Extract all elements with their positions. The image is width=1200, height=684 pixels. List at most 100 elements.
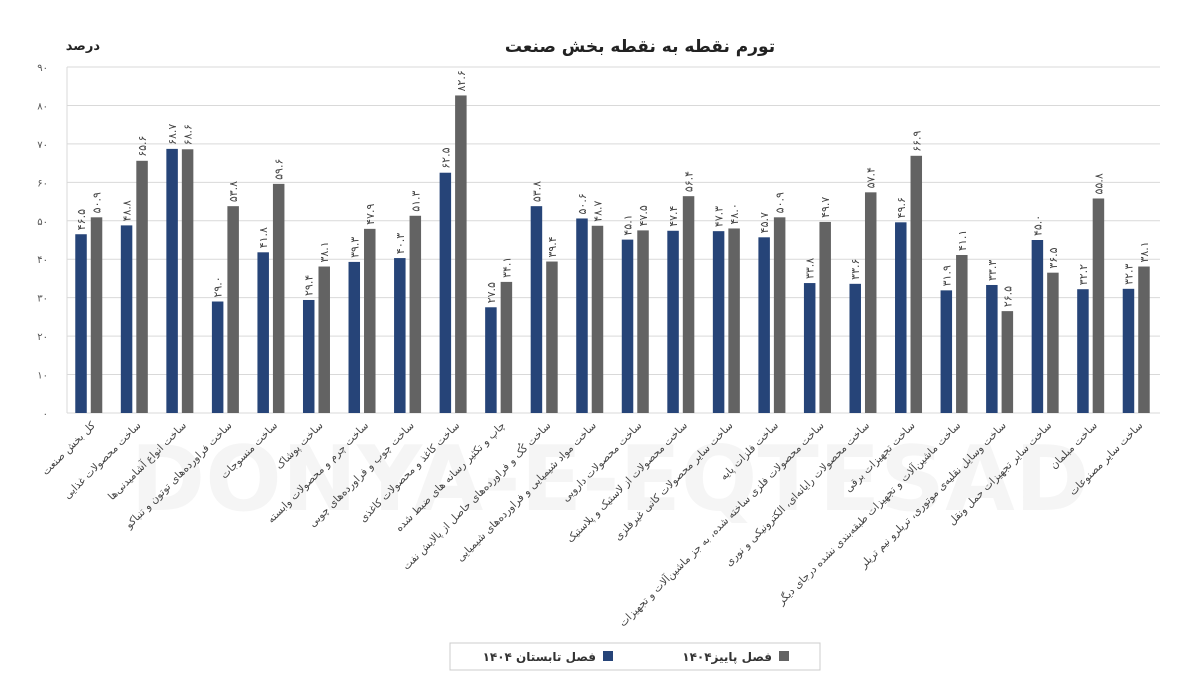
data-label: ۵۶.۴ — [683, 171, 696, 192]
bar-summer — [803, 283, 816, 413]
bar-autumn — [1138, 266, 1150, 413]
data-label: ۵۰.۹ — [774, 192, 787, 213]
bar-summer — [849, 283, 861, 413]
bar-autumn — [318, 266, 330, 413]
bar-summer — [1031, 240, 1044, 413]
bar-autumn — [409, 215, 422, 413]
data-label: ۳۲.۲ — [1077, 264, 1090, 285]
data-label: ۳۳.۶ — [849, 259, 862, 280]
data-label: ۳۸.۱ — [1138, 241, 1151, 262]
legend-label-autumn: فصل پاییز۱۴۰۴ — [682, 650, 772, 664]
legend-swatch-summer — [603, 651, 613, 661]
bar-autumn — [637, 230, 649, 413]
bar-autumn — [1047, 272, 1059, 413]
bar-autumn — [728, 228, 740, 413]
bar-autumn — [364, 228, 376, 413]
data-label: ۳۴.۱ — [500, 257, 513, 278]
data-label: ۶۸.۶ — [182, 124, 195, 145]
y-tick-label: ۹۰ — [37, 63, 48, 74]
bar-autumn — [181, 149, 194, 413]
data-label: ۳۹.۳ — [348, 237, 361, 258]
data-label: ۶۲.۵ — [439, 147, 452, 168]
bar-autumn — [455, 95, 467, 414]
data-label: ۲۹.۴ — [303, 275, 316, 296]
data-label: ۳۳.۳ — [986, 260, 999, 281]
bar-summer — [120, 225, 133, 413]
data-label: ۴۰.۳ — [394, 233, 407, 254]
bar-summer — [348, 261, 361, 413]
data-label: ۲۶.۵ — [1001, 286, 1014, 307]
bar-autumn — [1092, 198, 1105, 413]
data-label: ۴۹.۶ — [895, 197, 908, 218]
bar-summer — [1077, 289, 1089, 413]
bar-autumn — [546, 261, 558, 413]
data-label: ۴۸.۷ — [591, 200, 604, 221]
bar-summer — [621, 239, 634, 413]
bar-summer — [667, 230, 679, 413]
bar-autumn — [773, 217, 786, 413]
bar-summer — [302, 299, 315, 413]
data-label: ۶۶.۹ — [910, 130, 923, 151]
data-label: ۵۱.۳ — [409, 190, 422, 211]
data-label: ۴۵.۰ — [1031, 215, 1044, 236]
bar-autumn — [819, 221, 831, 413]
data-label: ۴۱.۸ — [257, 227, 270, 248]
bar-summer — [439, 172, 452, 413]
legend: فصل پاییز۱۴۰۴ فصل تابستان ۱۴۰۴ — [449, 642, 821, 671]
y-tick-label: ۴۰ — [37, 255, 48, 266]
bar-summer — [166, 148, 178, 414]
data-label: ۵۳.۸ — [530, 181, 543, 202]
bar-summer — [940, 290, 953, 413]
bar-autumn — [136, 160, 148, 413]
data-label: ۵۰.۹ — [91, 192, 104, 213]
bar-autumn — [864, 192, 877, 413]
bar-summer — [394, 258, 406, 413]
data-label: ۴۷.۹ — [364, 204, 377, 225]
data-label: ۵۳.۸ — [227, 181, 240, 202]
data-label: ۴۷.۵ — [637, 205, 650, 226]
data-label: ۵۵.۸ — [1092, 173, 1105, 194]
data-label: ۴۶.۵ — [75, 209, 88, 230]
data-label: ۵۰.۶ — [576, 193, 589, 214]
data-label: ۵۹.۶ — [273, 159, 286, 180]
y-tick-label: ۰ — [43, 409, 48, 420]
data-label: ۸۲.۶ — [455, 70, 468, 91]
chart-title: تورم نقطه به نقطه بخش صنعت — [505, 37, 775, 57]
bar-autumn — [90, 217, 103, 413]
data-label: ۳۲.۳ — [1122, 264, 1135, 285]
bar-summer — [895, 222, 907, 413]
bar-autumn — [1001, 311, 1014, 413]
legend-label-summer: فصل تابستان ۱۴۰۴ — [483, 650, 596, 664]
data-label: ۴۸.۸ — [121, 200, 134, 221]
bar-autumn — [956, 254, 968, 413]
data-label: ۳۳.۸ — [804, 258, 817, 279]
bar-summer — [712, 231, 725, 413]
data-label: ۲۹.۰ — [212, 276, 225, 297]
data-label: ۳۶.۵ — [1047, 247, 1060, 268]
y-tick-label: ۵۰ — [37, 217, 48, 228]
data-label: ۶۸.۷ — [166, 124, 179, 145]
y-tick-label: ۷۰ — [37, 140, 48, 151]
bar-summer — [257, 252, 269, 413]
y-tick-label: ۶۰ — [37, 178, 48, 189]
y-tick-label: ۸۰ — [37, 101, 48, 112]
data-label: ۳۸.۱ — [318, 241, 331, 262]
bar-summer — [530, 206, 543, 413]
bar-autumn — [500, 281, 513, 413]
data-label: ۴۵.۷ — [758, 212, 771, 233]
bar-autumn — [272, 183, 285, 413]
data-label: ۳۹.۴ — [546, 236, 559, 257]
y-tick-label: ۳۰ — [37, 294, 48, 305]
legend-swatch-autumn — [779, 651, 789, 661]
y-tick-label: ۱۰ — [37, 371, 48, 382]
bar-summer — [1122, 288, 1135, 413]
bar-summer — [211, 301, 224, 413]
bar-summer — [75, 234, 87, 413]
data-label: ۲۷.۵ — [485, 282, 498, 303]
data-label: ۴۷.۴ — [667, 205, 680, 226]
bar-summer — [576, 218, 588, 413]
bar-autumn — [682, 196, 695, 413]
data-label: ۴۵.۱ — [622, 214, 635, 235]
